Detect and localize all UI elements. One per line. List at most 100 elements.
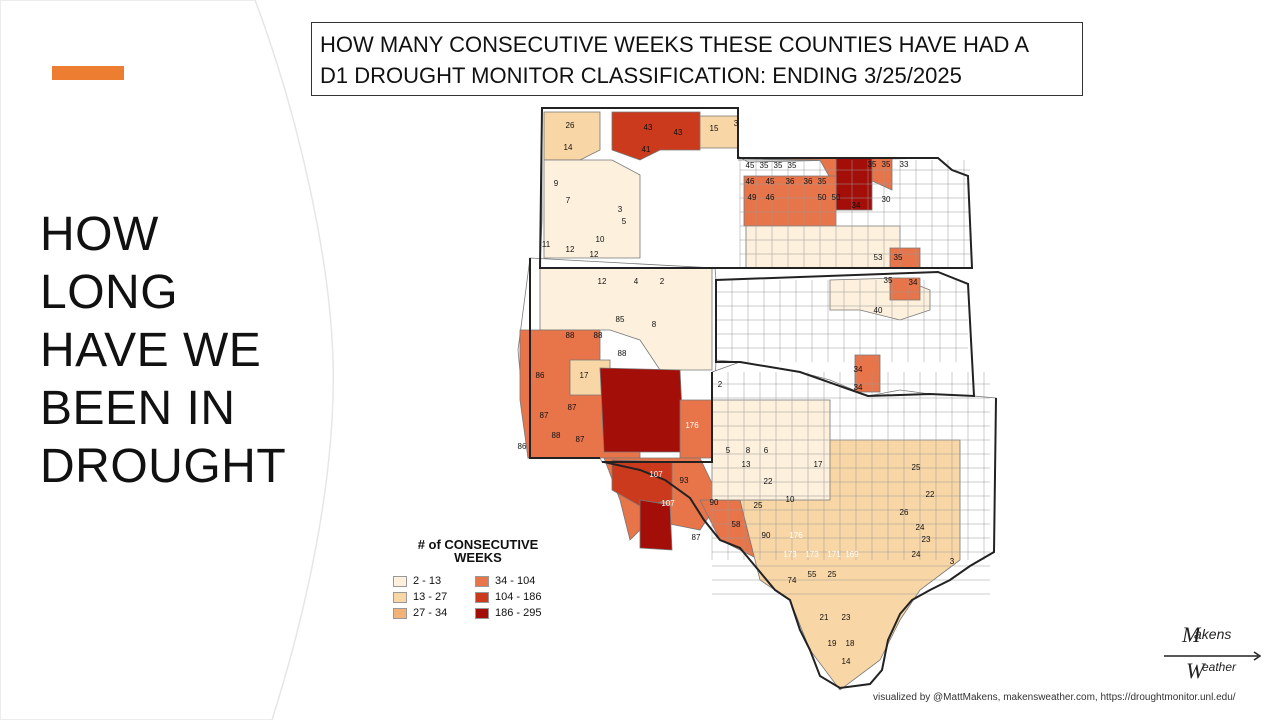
county-value-label: 55: [808, 570, 817, 579]
county-value-label: 86: [536, 371, 545, 380]
county-value-label: 45: [766, 177, 775, 186]
county-value-label: 46: [766, 193, 775, 202]
county-value-label: 9: [554, 179, 559, 188]
county-value-label: 40: [874, 306, 883, 315]
county-value-label: 3: [950, 557, 955, 566]
zone-tx-south: [739, 439, 961, 691]
legend-item: 2 - 13: [393, 574, 471, 588]
county-value-label: 2: [660, 277, 665, 286]
credit-text: visualized by @MattMakens, makensweather…: [873, 692, 1236, 703]
county-value-label: 34: [852, 201, 861, 210]
county-value-label: 74: [788, 576, 797, 585]
county-value-label: 58: [732, 520, 741, 529]
county-value-label: 35: [868, 160, 877, 169]
county-value-label: 25: [912, 463, 921, 472]
zone-ks-northwest: [743, 175, 837, 227]
zone-co-sw: [543, 111, 601, 161]
county-value-label: 34: [854, 383, 863, 392]
zone-ok-se: [854, 354, 881, 393]
legend-title-line: WEEKS: [454, 550, 502, 565]
county-value-label: 36: [804, 177, 813, 186]
zone-tx-bigbend: [639, 499, 673, 551]
slide-title-line: BEEN IN: [40, 382, 236, 435]
zone-ks-south: [745, 225, 901, 269]
county-value-label: 90: [710, 498, 719, 507]
county-value-label: 88: [594, 331, 603, 340]
curve-divider: [0, 0, 334, 720]
zone-tx-north: [711, 399, 831, 501]
legend-swatch: [393, 591, 407, 603]
county-value-label: 5: [726, 446, 731, 455]
texas-base: [603, 361, 997, 689]
county-value-label: 22: [926, 490, 935, 499]
legend-label: 34 - 104: [495, 575, 536, 587]
county-value-label: 171: [827, 550, 841, 559]
county-value-label: 34: [909, 278, 918, 287]
county-value-label: 86: [518, 442, 527, 451]
zone-tx-trans: [603, 457, 721, 541]
legend-swatch: [475, 607, 489, 619]
zone-nm-southwest: [519, 329, 641, 459]
county-value-label: 11: [542, 240, 551, 249]
county-value-label: 107: [661, 499, 675, 508]
zone-nm-core: [599, 367, 685, 453]
logo-mark-icon: M W: [1164, 624, 1262, 682]
legend-label: 186 - 295: [495, 607, 542, 619]
county-value-label: 24: [912, 550, 921, 559]
slide-title: HOW LONG HAVE WE BEEN IN DROUGHT: [40, 206, 310, 496]
county-value-label: 3: [734, 119, 739, 128]
legend-label: 27 - 34: [413, 607, 448, 619]
accent-bar: [52, 66, 124, 80]
county-value-label: 7: [566, 196, 571, 205]
county-value-label: 87: [568, 403, 577, 412]
county-value-label: 23: [922, 535, 931, 544]
zone-co-north: [611, 111, 701, 161]
county-value-label: 6: [764, 446, 769, 455]
county-value-label: 17: [814, 460, 823, 469]
logo-text-top: akens: [1194, 626, 1232, 642]
county-value-label: 15: [710, 124, 719, 133]
county-value-label: 12: [590, 250, 599, 259]
slide-title-line: LONG: [40, 266, 179, 319]
legend-label: 2 - 13: [413, 575, 442, 587]
county-value-label: 35: [818, 177, 827, 186]
county-value-label: 35: [882, 160, 891, 169]
zone-ok-ne-core: [889, 277, 921, 301]
county-value-label: 173: [783, 550, 797, 559]
county-value-label: 24: [916, 523, 925, 532]
county-value-label: 46: [746, 177, 755, 186]
county-value-label: 107: [649, 470, 663, 479]
county-value-label: 3: [618, 205, 623, 214]
state-border: [602, 372, 713, 463]
county-value-label: 50: [832, 193, 841, 202]
county-value-label: 4: [634, 277, 639, 286]
legend-item: 104 - 186: [475, 590, 555, 604]
county-value-label: 87: [576, 435, 585, 444]
county-value-label: 19: [828, 639, 837, 648]
legend-item: 34 - 104: [475, 574, 555, 588]
zone-ks-north-core: [835, 157, 873, 211]
county-value-label: 85: [616, 315, 625, 324]
county-value-label: 14: [564, 143, 573, 152]
legend-swatch: [393, 575, 407, 587]
left-panel: [0, 0, 334, 720]
county-value-label: 17: [580, 371, 589, 380]
slide-title-line: HOW: [40, 208, 159, 261]
slide-title-line: DROUGHT: [40, 440, 287, 493]
state-border: [715, 270, 976, 398]
county-value-label: 25: [828, 570, 837, 579]
state-border: [529, 258, 600, 459]
state-border: [538, 107, 974, 269]
legend-item: 13 - 27: [393, 590, 471, 604]
county-value-label: 176: [789, 531, 803, 540]
county-value-label: 49: [748, 193, 757, 202]
county-value-label: 30: [882, 195, 891, 204]
county-value-label: 34: [854, 365, 863, 374]
slide-title-line: HAVE WE: [40, 324, 262, 377]
zone-tx-farwest: [611, 459, 673, 507]
county-value-label: 169: [845, 550, 859, 559]
county-value-label: 173: [805, 550, 819, 559]
legend-title: # of CONSECUTIVE WEEKS: [393, 538, 563, 564]
zone-nm-north: [539, 267, 713, 371]
legend-grid: 2 - 13 34 - 104 13 - 27 104 - 186 27 - 3…: [393, 574, 573, 620]
